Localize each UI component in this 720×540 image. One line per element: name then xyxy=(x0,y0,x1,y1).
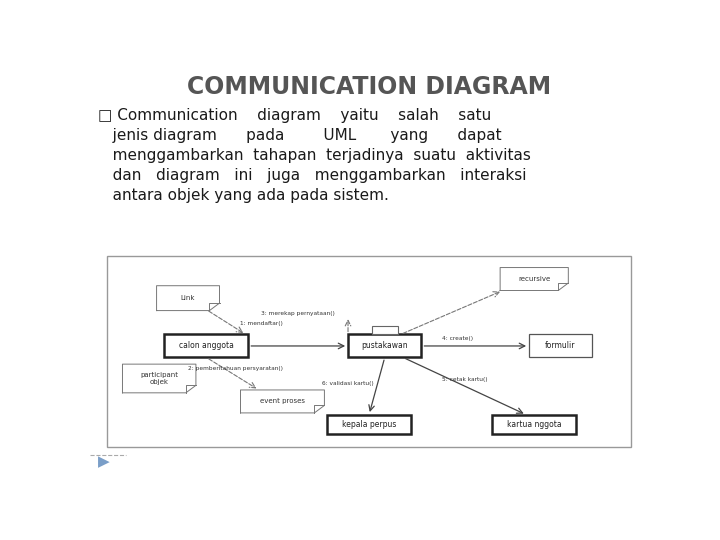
Bar xyxy=(348,334,421,357)
Polygon shape xyxy=(156,286,220,310)
Text: recursive: recursive xyxy=(518,276,550,282)
Text: kartua nggota: kartua nggota xyxy=(507,420,562,429)
Text: □ Communication    diagram    yaitu    salah    satu: □ Communication diagram yaitu salah satu xyxy=(99,109,492,124)
Text: antara objek yang ada pada sistem.: antara objek yang ada pada sistem. xyxy=(99,188,390,203)
Text: formulir: formulir xyxy=(545,341,576,350)
Text: ▶: ▶ xyxy=(98,454,110,469)
Bar xyxy=(492,415,576,434)
Polygon shape xyxy=(122,364,196,393)
Bar xyxy=(372,326,398,334)
Text: 2: pemberitahuan persyaratan(): 2: pemberitahuan persyaratan() xyxy=(188,366,283,371)
Text: event proses: event proses xyxy=(260,399,305,404)
Text: dan   diagram   ini   juga   menggambarkan   interaksi: dan diagram ini juga menggambarkan inter… xyxy=(99,168,527,184)
Text: 6: validasi kartu(): 6: validasi kartu() xyxy=(322,381,374,386)
Bar xyxy=(327,415,411,434)
Text: COMMUNICATION DIAGRAM: COMMUNICATION DIAGRAM xyxy=(187,75,551,99)
Bar xyxy=(529,334,592,357)
Text: menggambarkan  tahapan  terjadinya  suatu  aktivitas: menggambarkan tahapan terjadinya suatu a… xyxy=(99,148,531,164)
Text: 1: mendaftar(): 1: mendaftar() xyxy=(240,321,284,326)
Polygon shape xyxy=(240,390,325,413)
Text: participant
objek: participant objek xyxy=(140,372,178,385)
Text: pustakawan: pustakawan xyxy=(361,341,408,350)
Bar xyxy=(164,334,248,357)
Text: 3: merekap pernyataan(): 3: merekap pernyataan() xyxy=(261,312,336,316)
Text: kepala perpus: kepala perpus xyxy=(342,420,396,429)
Text: Link: Link xyxy=(181,295,195,301)
Bar xyxy=(107,256,631,447)
Text: calon anggota: calon anggota xyxy=(179,341,234,350)
Polygon shape xyxy=(500,267,568,291)
Text: jenis diagram      pada        UML       yang      dapat: jenis diagram pada UML yang dapat xyxy=(99,129,502,144)
Text: 5: cetak kartu(): 5: cetak kartu() xyxy=(442,377,488,382)
Text: 4: create(): 4: create() xyxy=(442,336,474,341)
